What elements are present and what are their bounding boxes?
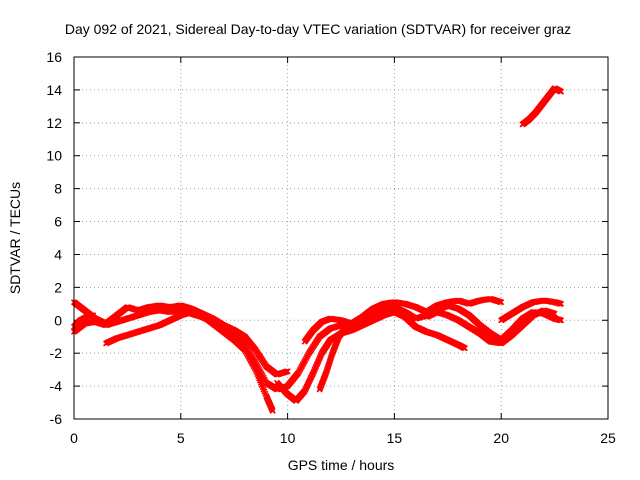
plot-frame [73, 56, 609, 420]
y-tick-label: 16 [46, 49, 62, 65]
data-point [551, 310, 558, 317]
data-point [284, 368, 291, 375]
y-axis-label: SDTVAR / TECUs [7, 182, 23, 294]
x-tick-label: 20 [493, 430, 509, 446]
series-arc-5 [273, 308, 468, 404]
y-tick-label: -4 [50, 378, 63, 394]
y-tick-label: 2 [54, 279, 62, 295]
x-tick-label: 5 [177, 430, 185, 446]
data-point [90, 312, 97, 319]
data-point [557, 300, 565, 307]
data-point [557, 88, 565, 95]
y-tick-label: 10 [46, 148, 62, 164]
data-points [70, 85, 565, 414]
series-arc-9 [498, 297, 565, 324]
series-arc-3 [102, 308, 276, 414]
x-tick-label: 25 [600, 430, 616, 446]
y-tick-label: 4 [54, 246, 62, 262]
x-tick-label: 0 [70, 430, 78, 446]
series-arc-7 [316, 310, 377, 393]
series-arc-8 [423, 307, 558, 347]
y-tick-label: -6 [50, 411, 63, 427]
x-tick-label: 10 [280, 430, 296, 446]
series-arc-4 [70, 312, 97, 330]
y-tick-label: 8 [54, 181, 62, 197]
data-point [369, 310, 377, 317]
y-tick-label: 14 [46, 82, 62, 98]
axes: 0 5 10 15 20 25 -6 -4 -2 0 2 4 6 8 10 12 14 16 [46, 49, 616, 446]
y-tick-label: 6 [54, 214, 62, 230]
data-point [557, 317, 565, 324]
data-point [269, 407, 276, 414]
data-point [498, 299, 505, 306]
data-point [461, 345, 468, 352]
y-tick-label: -2 [50, 345, 63, 361]
y-tick-label: 12 [46, 115, 62, 131]
x-tick-label: 15 [387, 430, 403, 446]
chart-title: Day 092 of 2021, Sidereal Day-to-day VTE… [65, 21, 571, 37]
series-arc-10 [519, 85, 565, 128]
y-tick-label: 0 [54, 312, 62, 328]
x-axis-label: GPS time / hours [288, 457, 395, 473]
